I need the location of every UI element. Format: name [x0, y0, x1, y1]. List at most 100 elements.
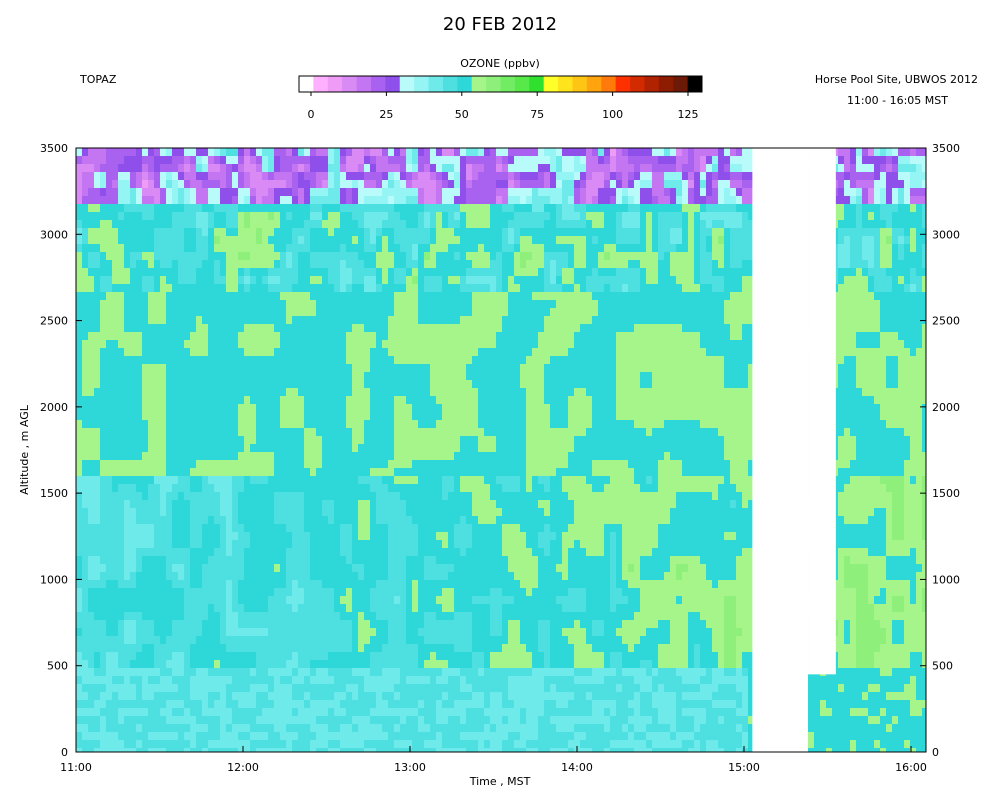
- colorbar-swatch: [414, 76, 429, 92]
- ozone-cell: [106, 244, 113, 253]
- ozone-cell: [124, 244, 131, 253]
- ozone-cell: [196, 356, 203, 365]
- ozone-cell: [460, 276, 467, 285]
- ozone-cell: [352, 732, 359, 741]
- ozone-cell: [346, 612, 353, 621]
- ozone-cell: [358, 196, 365, 205]
- ozone-cell: [106, 340, 113, 349]
- ozone-cell: [256, 292, 263, 301]
- ozone-cell: [304, 724, 311, 733]
- ozone-cell: [160, 724, 167, 733]
- ozone-cell: [370, 476, 377, 485]
- ozone-cell: [226, 396, 233, 405]
- ozone-cell: [256, 652, 263, 661]
- ozone-cell: [382, 596, 389, 605]
- ozone-cell: [382, 156, 389, 165]
- ozone-cell: [100, 228, 107, 237]
- ozone-cell: [292, 596, 299, 605]
- ozone-cell: [412, 660, 419, 669]
- ozone-cell: [340, 700, 347, 709]
- ozone-cell: [178, 196, 185, 205]
- ozone-cell: [280, 580, 287, 589]
- ozone-cell: [172, 236, 179, 245]
- ozone-cell: [406, 252, 413, 261]
- ozone-cell: [262, 244, 269, 253]
- ozone-cell: [124, 676, 131, 685]
- ozone-cell: [328, 324, 335, 333]
- ozone-cell: [412, 380, 419, 389]
- ozone-cell: [190, 668, 197, 677]
- ozone-cell: [166, 692, 173, 701]
- ozone-cell: [346, 468, 353, 477]
- ozone-cell: [160, 572, 167, 581]
- ozone-cell: [286, 684, 293, 693]
- ozone-cell: [262, 436, 269, 445]
- ozone-cell: [118, 156, 125, 165]
- ozone-cell: [154, 620, 161, 629]
- ozone-cell: [376, 628, 383, 637]
- ozone-cell: [142, 300, 149, 309]
- ozone-cell: [250, 284, 257, 293]
- ozone-cell: [274, 692, 281, 701]
- ozone-cell: [112, 404, 119, 413]
- ozone-cell: [370, 436, 377, 445]
- ozone-cell: [208, 396, 215, 405]
- ozone-cell: [76, 324, 83, 333]
- ozone-cell: [346, 244, 353, 253]
- ozone-cell: [274, 300, 281, 309]
- ozone-cell: [88, 156, 95, 165]
- ozone-cell: [250, 732, 257, 741]
- ozone-cell: [214, 484, 221, 493]
- ozone-cell: [340, 228, 347, 237]
- ozone-cell: [328, 180, 335, 189]
- ozone-cell: [406, 380, 413, 389]
- ozone-cell: [274, 572, 281, 581]
- ozone-cell: [394, 716, 401, 725]
- ozone-cell: [256, 340, 263, 349]
- ozone-cell: [178, 700, 185, 709]
- ozone-cell: [274, 284, 281, 293]
- ozone-cell: [118, 172, 125, 181]
- ozone-cell: [112, 188, 119, 197]
- ozone-cell: [274, 172, 281, 181]
- ozone-cell: [334, 692, 341, 701]
- ozone-cell: [286, 620, 293, 629]
- ozone-cell: [304, 316, 311, 325]
- ozone-cell: [220, 460, 227, 469]
- ozone-cell: [406, 708, 413, 717]
- ozone-cell: [334, 508, 341, 517]
- ozone-cell: [238, 348, 245, 357]
- ozone-cell: [130, 668, 137, 677]
- ozone-cell: [190, 348, 197, 357]
- ozone-cell: [436, 460, 443, 469]
- ozone-cell: [220, 316, 227, 325]
- ozone-cell: [406, 172, 413, 181]
- ozone-cell: [460, 684, 467, 693]
- ozone-cell: [364, 644, 371, 653]
- ozone-cell: [280, 436, 287, 445]
- ozone-cell: [250, 476, 257, 485]
- ozone-cell: [292, 660, 299, 669]
- ozone-cell: [154, 364, 161, 373]
- ozone-cell: [388, 548, 395, 557]
- ozone-cell: [202, 276, 209, 285]
- ozone-cell: [436, 612, 443, 621]
- ozone-cell: [388, 644, 395, 653]
- ozone-cell: [136, 636, 143, 645]
- ozone-cell: [154, 692, 161, 701]
- ozone-cell: [430, 428, 437, 437]
- ozone-cell: [286, 228, 293, 237]
- ozone-cell: [454, 268, 461, 277]
- ozone-cell: [328, 284, 335, 293]
- ozone-cell: [112, 244, 119, 253]
- ozone-cell: [412, 628, 419, 637]
- ozone-cell: [280, 644, 287, 653]
- ozone-cell: [196, 412, 203, 421]
- ozone-cell: [76, 580, 83, 589]
- ozone-cell: [352, 548, 359, 557]
- ozone-cell: [82, 484, 89, 493]
- ozone-cell: [118, 508, 125, 517]
- ozone-cell: [280, 412, 287, 421]
- ozone-cell: [130, 308, 137, 317]
- ozone-cell: [82, 268, 89, 277]
